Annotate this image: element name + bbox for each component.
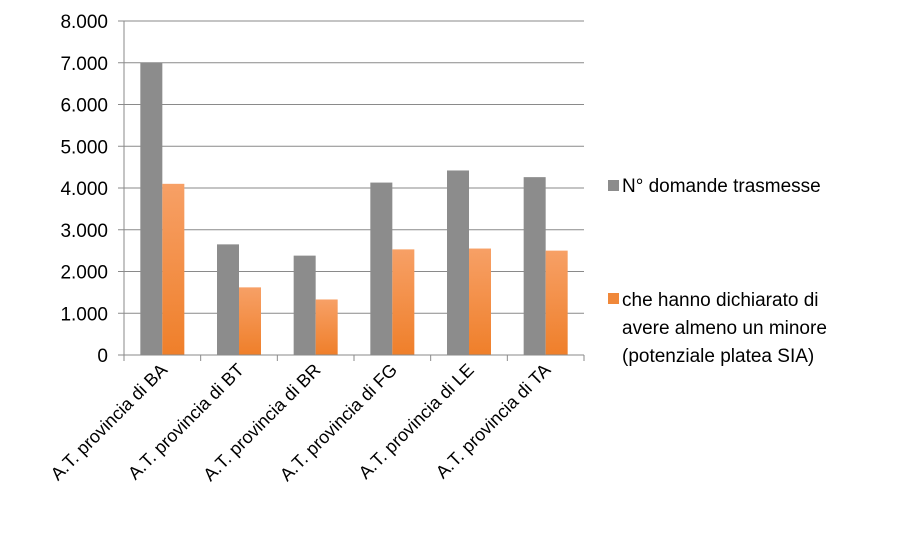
- legend: N° domande trasmesse che hanno dichiarato…: [608, 176, 827, 367]
- legend-label-minore-line: che hanno dichiarato di: [622, 290, 818, 311]
- y-tick-label: 3.000: [60, 221, 108, 242]
- bar-domande-trasmesse-2: [293, 255, 316, 355]
- legend-label-minore-line: avere almeno un minore: [622, 318, 827, 339]
- bar-domande-trasmesse-1: [217, 244, 239, 355]
- axes: [123, 21, 585, 361]
- legend-swatch-gray: [608, 180, 619, 191]
- bar-minore-4: [469, 248, 491, 355]
- y-axis-tick-labels: 0 1.000 2.000 3.000 4.000 5.000 6.000 7.000 8.00…: [60, 12, 108, 367]
- y-tick-label: 6.000: [60, 96, 108, 117]
- y-tick-label: 4.000: [60, 179, 108, 200]
- gridlines: [118, 20, 584, 356]
- bar-domande-trasmesse-4: [447, 170, 469, 355]
- bar-minore-5: [545, 250, 568, 355]
- legend-label-domande: N° domande trasmesse: [622, 176, 821, 197]
- bar-minore-0: [162, 183, 185, 355]
- y-tick-label: 7.000: [60, 54, 108, 75]
- bar-minore-3: [392, 249, 415, 355]
- bar-domande-trasmesse-3: [370, 182, 393, 355]
- y-tick-label: 2.000: [60, 263, 108, 284]
- legend-swatch-orange: [608, 293, 619, 304]
- y-tick-label: 1.000: [60, 304, 108, 325]
- legend-label-minore-line: (potenziale platea SIA): [622, 346, 814, 367]
- bar-domande-trasmesse-0: [140, 62, 163, 355]
- bar-domande-trasmesse-5: [523, 177, 546, 355]
- y-tick-label: 5.000: [60, 137, 108, 158]
- bars: [140, 62, 568, 355]
- bar-minore-1: [239, 287, 261, 355]
- x-axis-category-labels: A.T. provincia di BAA.T. provincia di BT…: [47, 360, 555, 485]
- y-tick-label: 0: [97, 346, 108, 367]
- bar-minore-2: [315, 299, 338, 355]
- y-tick-label: 8.000: [60, 12, 108, 33]
